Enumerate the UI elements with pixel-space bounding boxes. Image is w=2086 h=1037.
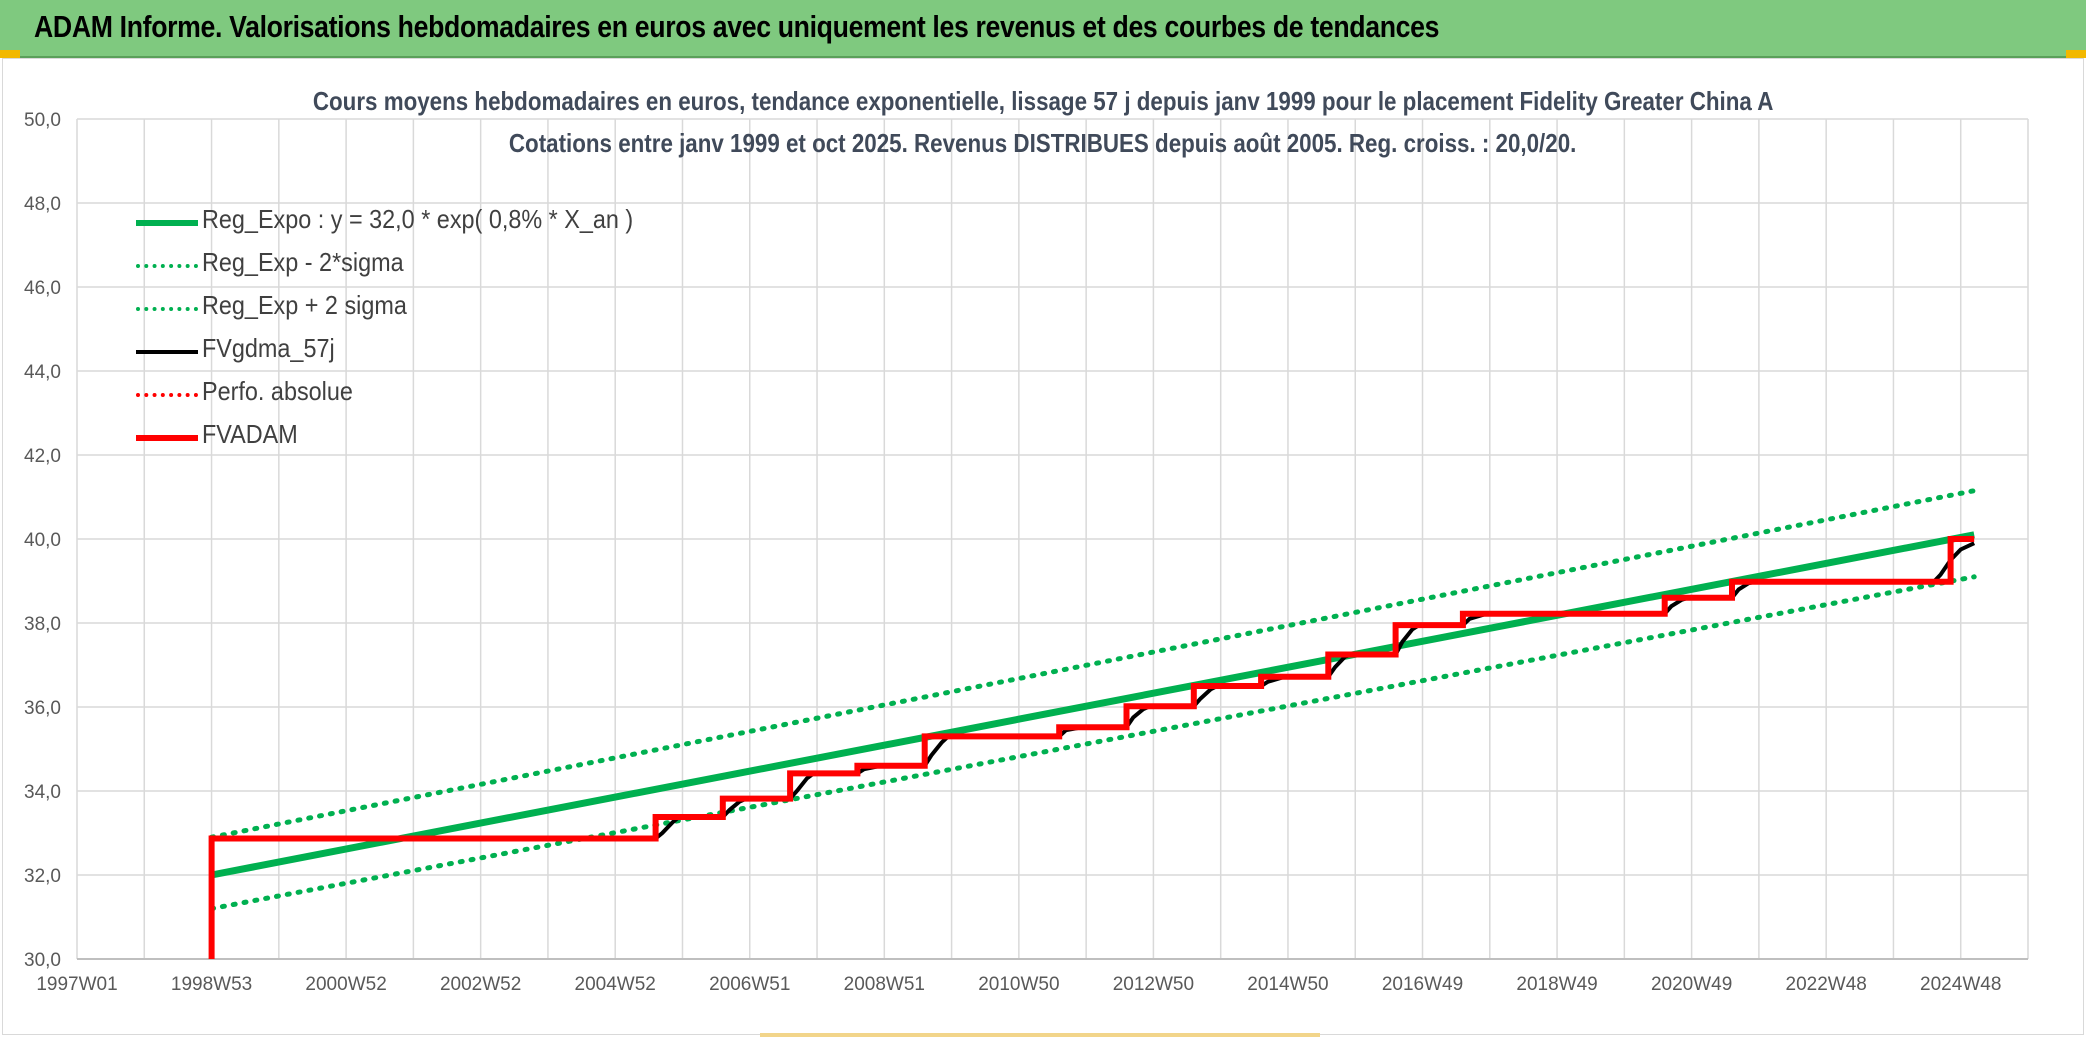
y-tick-label: 50,0 <box>24 110 61 131</box>
x-tick-label: 2004W52 <box>575 974 656 995</box>
y-tick-label: 34,0 <box>24 782 61 803</box>
legend-swatch <box>136 393 198 397</box>
report-title: ADAM Informe. Valorisations hebdomadaire… <box>34 9 1440 44</box>
y-tick-label: 30,0 <box>24 950 61 971</box>
x-tick-label: 2008W51 <box>844 974 925 995</box>
legend-label: FVADAM <box>202 419 298 449</box>
legend-label: Reg_Exp + 2 sigma <box>202 290 407 320</box>
x-tick-label: 2016W49 <box>1382 974 1463 995</box>
y-tick-label: 46,0 <box>24 278 61 299</box>
series-line-5 <box>208 536 1975 959</box>
legend-swatch <box>136 264 198 268</box>
legend-swatch <box>136 220 198 226</box>
x-tick-label: 2012W50 <box>1113 974 1194 995</box>
legend-label: Reg_Exp - 2*sigma <box>202 247 404 277</box>
banner-corner-left <box>0 50 20 58</box>
y-tick-label: 44,0 <box>24 362 61 383</box>
chart-title-line1: Cours moyens hebdomadaires en euros, ten… <box>312 86 1774 116</box>
x-tick-label: 2018W49 <box>1516 974 1597 995</box>
bottom-strip <box>760 1033 1320 1037</box>
x-tick-label: 2006W51 <box>709 974 790 995</box>
x-tick-label: 2010W50 <box>978 974 1059 995</box>
x-tick-label: 2024W48 <box>1920 974 2001 995</box>
x-tick-label: 2022W48 <box>1786 974 1867 995</box>
y-tick-label: 36,0 <box>24 698 61 719</box>
legend-label: FVgdma_57j <box>202 333 335 363</box>
y-tick-label: 40,0 <box>24 530 61 551</box>
chart-title-line2: Cotations entre janv 1999 et oct 2025. R… <box>509 128 1577 158</box>
y-tick-label: 32,0 <box>24 866 61 887</box>
x-tick-label: 1997W01 <box>36 974 117 995</box>
x-tick-label: 1998W53 <box>171 974 252 995</box>
legend-swatch <box>136 350 198 354</box>
x-tick-label: 2014W50 <box>1247 974 1328 995</box>
y-tick-label: 48,0 <box>24 194 61 215</box>
series-line-1 <box>209 574 1977 912</box>
report-banner: ADAM Informe. Valorisations hebdomadaire… <box>0 0 2086 58</box>
legend-label: Reg_Expo : y = 32,0 * exp( 0,8% * X_an ) <box>202 204 634 234</box>
legend-swatch <box>136 435 198 441</box>
legend-label: Perfo. absolue <box>202 376 353 406</box>
legend-swatch <box>136 307 198 311</box>
series-line-0 <box>210 531 1975 879</box>
series-line-2 <box>209 488 1977 840</box>
banner-corner-right <box>2066 50 2086 58</box>
y-tick-label: 38,0 <box>24 614 61 635</box>
y-tick-label: 42,0 <box>24 446 61 467</box>
x-tick-label: 2002W52 <box>440 974 521 995</box>
x-tick-label: 2000W52 <box>305 974 386 995</box>
x-tick-label: 2020W49 <box>1651 974 1732 995</box>
